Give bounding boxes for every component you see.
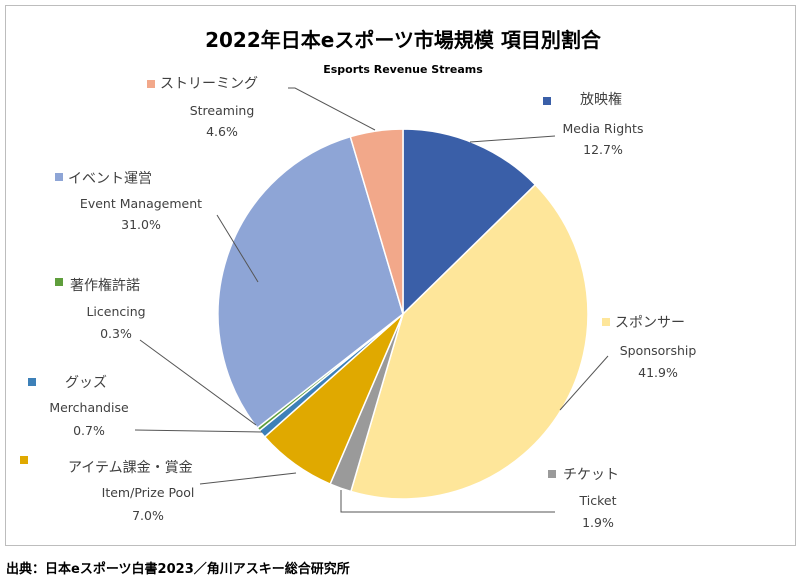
source-footer: 出典：日本eスポーツ白書2023／角川アスキー総合研究所 <box>6 562 350 577</box>
label-pct-event-management: 31.0% <box>121 217 161 232</box>
label-pct-item-prize-pool: 7.0% <box>132 508 164 523</box>
legend-swatch-media-rights <box>543 97 551 105</box>
legend-swatch-item-prize-pool <box>20 456 28 464</box>
label-ja-item-prize-pool: アイテム課金・賞金 <box>68 460 193 476</box>
legend-swatch-sponsorship <box>602 318 610 326</box>
label-en-licencing: Licencing <box>86 304 145 319</box>
legend-swatch-licencing <box>55 278 63 286</box>
label-en-sponsorship: Sponsorship <box>620 343 697 358</box>
pie-slice-sponsorship <box>349 183 589 500</box>
chart-title: 2022年日本eスポーツ市場規模 項目別割合 <box>205 28 602 52</box>
leader-line-merchandise <box>134 429 263 433</box>
label-ja-licencing: 著作権許諾 <box>70 277 140 294</box>
pie-slice-streaming <box>349 128 404 315</box>
label-en-item-prize-pool: Item/Prize Pool <box>102 485 195 500</box>
label-pct-sponsorship: 41.9% <box>638 365 678 380</box>
legend-swatch-merchandise <box>28 378 36 386</box>
leader-line-item-prize-pool <box>199 472 297 485</box>
label-en-merchandise: Merchandise <box>49 400 129 415</box>
label-ja-sponsorship: スポンサー <box>615 315 685 331</box>
label-ja-merchandise: グッズ <box>65 375 107 391</box>
pie-slice-media-rights <box>402 128 537 316</box>
label-ja-ticket: チケット <box>563 467 619 483</box>
label-pct-licencing: 0.3% <box>100 326 132 341</box>
leader-line-licencing <box>139 339 257 426</box>
label-en-ticket: Ticket <box>579 493 617 508</box>
legend-swatch-ticket <box>548 470 556 478</box>
pie-slice-event-management <box>217 135 404 430</box>
label-pct-media-rights: 12.7% <box>583 142 623 157</box>
label-pct-ticket: 1.9% <box>582 515 614 530</box>
leader-line-media-rights <box>469 135 556 143</box>
chart-frame <box>5 5 796 546</box>
label-ja-streaming: ストリーミング <box>160 76 258 92</box>
label-ja-event-management: イベント運営 <box>68 171 152 187</box>
leader-line-ticket <box>340 490 555 513</box>
legend-swatch-event-management <box>55 173 63 181</box>
leader-line-streaming <box>288 87 376 131</box>
label-en-media-rights: Media Rights <box>563 121 644 136</box>
leader-line-sponsorship <box>559 355 609 411</box>
legend-swatch-streaming <box>147 80 155 88</box>
label-ja-media-rights: 放映権 <box>580 91 622 108</box>
pie-chart: 2022年日本eスポーツ市場規模 項目別割合 Esports Revenue S… <box>20 28 697 530</box>
chart-subtitle: Esports Revenue Streams <box>323 63 483 76</box>
label-pct-streaming: 4.6% <box>206 124 238 139</box>
label-en-streaming: Streaming <box>190 103 255 118</box>
leader-line-event-management <box>216 214 259 283</box>
label-pct-merchandise: 0.7% <box>73 423 105 438</box>
label-en-event-management: Event Management <box>80 196 202 211</box>
